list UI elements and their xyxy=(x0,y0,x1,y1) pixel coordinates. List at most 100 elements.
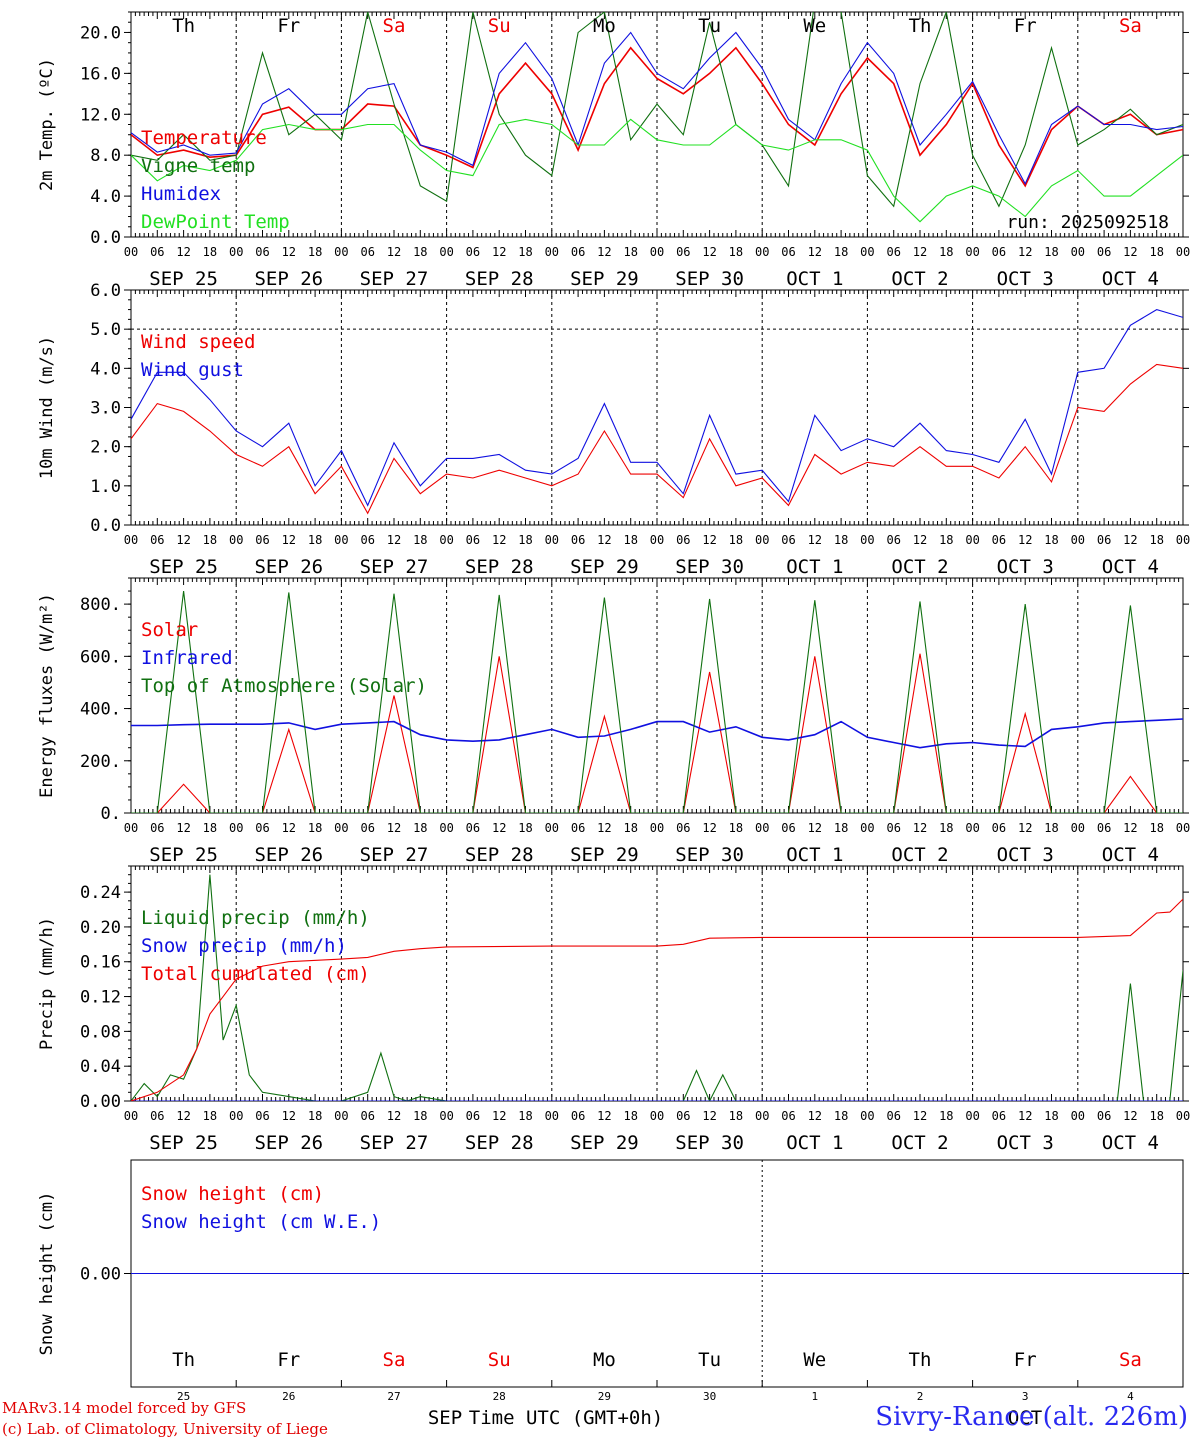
credit-model: MARv3.14 model forced by GFS xyxy=(2,1399,247,1417)
date-label: SEP 25 xyxy=(149,844,218,866)
hour-label: 00 xyxy=(229,821,243,835)
y-tick-label: 16.0 xyxy=(80,64,121,84)
hour-label: 12 xyxy=(176,821,190,835)
day-name-bottom: Mo xyxy=(593,1349,616,1371)
hour-label: 00 xyxy=(1176,245,1190,259)
date-label: SEP 26 xyxy=(254,556,323,578)
hour-label: 06 xyxy=(1097,533,1111,547)
hour-label: 00 xyxy=(965,533,979,547)
date-label: SEP 28 xyxy=(465,844,534,866)
date-label: SEP 26 xyxy=(254,268,323,290)
hour-label: 00 xyxy=(860,821,874,835)
date-label: OCT 3 xyxy=(997,1132,1054,1154)
hour-label: 12 xyxy=(492,821,506,835)
panel-flux: 00 06 12 18 00 06 12 18 00 06 12 18 00 06 12 18 00 06 12 18… xyxy=(37,577,1190,866)
hour-label: 00 xyxy=(1071,533,1085,547)
date-label: SEP 29 xyxy=(570,844,639,866)
hour-label: 00 xyxy=(334,1109,348,1123)
hour-label: 06 xyxy=(466,245,480,259)
hour-label: 18 xyxy=(308,245,322,259)
legend-entry: Snow height (cm W.E.) xyxy=(141,1211,381,1233)
date-label: SEP 29 xyxy=(570,556,639,578)
hour-label: 06 xyxy=(676,533,690,547)
y-tick-label: 0.12 xyxy=(80,988,121,1008)
hour-label: 12 xyxy=(808,533,822,547)
hour-label: 18 xyxy=(1044,245,1058,259)
hour-label: 12 xyxy=(282,821,296,835)
day-name-bottom: Su xyxy=(488,1349,511,1371)
hour-label: 00 xyxy=(229,533,243,547)
hour-label: 06 xyxy=(781,245,795,259)
hour-label: 06 xyxy=(676,245,690,259)
date-label: SEP 28 xyxy=(465,556,534,578)
hour-label: 18 xyxy=(203,533,217,547)
date-label: OCT 3 xyxy=(997,844,1054,866)
hour-label: 00 xyxy=(334,533,348,547)
day-name: Fr xyxy=(277,15,300,37)
hour-label: 00 xyxy=(1176,1109,1190,1123)
day-name: Sa xyxy=(1119,15,1142,37)
hour-label: 00 xyxy=(124,533,138,547)
hour-label: 18 xyxy=(1044,533,1058,547)
hour-label: 12 xyxy=(1123,1109,1137,1123)
x-axis-title: Time UTC (GMT+0h) xyxy=(469,1407,663,1429)
date-label: SEP 29 xyxy=(570,1132,639,1154)
legend-entry: Top of Atmosphere (Solar) xyxy=(141,675,427,697)
hour-label: 06 xyxy=(886,533,900,547)
hour-label: 12 xyxy=(492,1109,506,1123)
hour-label: 18 xyxy=(834,533,848,547)
hour-label: 18 xyxy=(1149,821,1163,835)
hour-label: 00 xyxy=(965,1109,979,1123)
hour-label: 18 xyxy=(203,245,217,259)
date-label: OCT 4 xyxy=(1102,556,1159,578)
hour-label: 00 xyxy=(334,821,348,835)
y-tick-label: 0.16 xyxy=(80,953,121,973)
y-tick-label: 0.0 xyxy=(90,516,121,536)
hour-label: 18 xyxy=(518,1109,532,1123)
hour-label: 18 xyxy=(518,245,532,259)
hour-label: 18 xyxy=(623,1109,637,1123)
series-line xyxy=(131,12,1183,208)
hour-label: 18 xyxy=(1149,245,1163,259)
day-number: 25 xyxy=(177,1390,190,1403)
hour-label: 00 xyxy=(650,1109,664,1123)
day-number: 2 xyxy=(917,1390,924,1403)
hour-label: 06 xyxy=(466,821,480,835)
hour-label: 06 xyxy=(255,533,269,547)
date-label: SEP 27 xyxy=(360,556,429,578)
hour-label: 06 xyxy=(1097,245,1111,259)
day-name-bottom: Th xyxy=(172,1349,195,1371)
hour-label: 12 xyxy=(1018,245,1032,259)
hour-label: 06 xyxy=(255,1109,269,1123)
hour-label: 00 xyxy=(439,245,453,259)
hour-label: 00 xyxy=(439,533,453,547)
hour-label: 12 xyxy=(702,245,716,259)
hour-label: 18 xyxy=(623,821,637,835)
hour-label: 06 xyxy=(466,1109,480,1123)
hour-label: 00 xyxy=(1071,1109,1085,1123)
hour-label: 18 xyxy=(308,533,322,547)
panel-wind: 00 06 12 18 00 06 12 18 00 06 12 18 00 06 12 18 00 06 12 18… xyxy=(37,281,1190,578)
day-name-bottom: Sa xyxy=(1119,1349,1142,1371)
hour-label: 12 xyxy=(702,533,716,547)
day-number: 1 xyxy=(811,1390,818,1403)
hour-label: 18 xyxy=(1044,821,1058,835)
hour-label: 00 xyxy=(965,245,979,259)
hour-label: 00 xyxy=(545,821,559,835)
month-label-sep: SEP xyxy=(428,1407,462,1429)
date-label: OCT 2 xyxy=(891,268,948,290)
y-tick-label: 3.0 xyxy=(90,399,121,419)
hour-label: 18 xyxy=(308,821,322,835)
date-label: SEP 27 xyxy=(360,1132,429,1154)
y-tick-label: 0.00 xyxy=(80,1265,121,1285)
hour-label: 00 xyxy=(860,533,874,547)
legend-entry: DewPoint Temp xyxy=(141,211,290,233)
hour-label: 06 xyxy=(571,245,585,259)
date-label: SEP 27 xyxy=(360,844,429,866)
y-tick-label: 0.24 xyxy=(80,883,121,903)
legend-entry: Infrared xyxy=(141,647,233,669)
hour-label: 00 xyxy=(439,1109,453,1123)
hour-label: 06 xyxy=(150,1109,164,1123)
panel-temp: 00 06 12 18 00 06 12 18 00 06 12 18 00 06 12 18 00 06 12 18… xyxy=(37,11,1190,290)
hour-label: 06 xyxy=(150,533,164,547)
